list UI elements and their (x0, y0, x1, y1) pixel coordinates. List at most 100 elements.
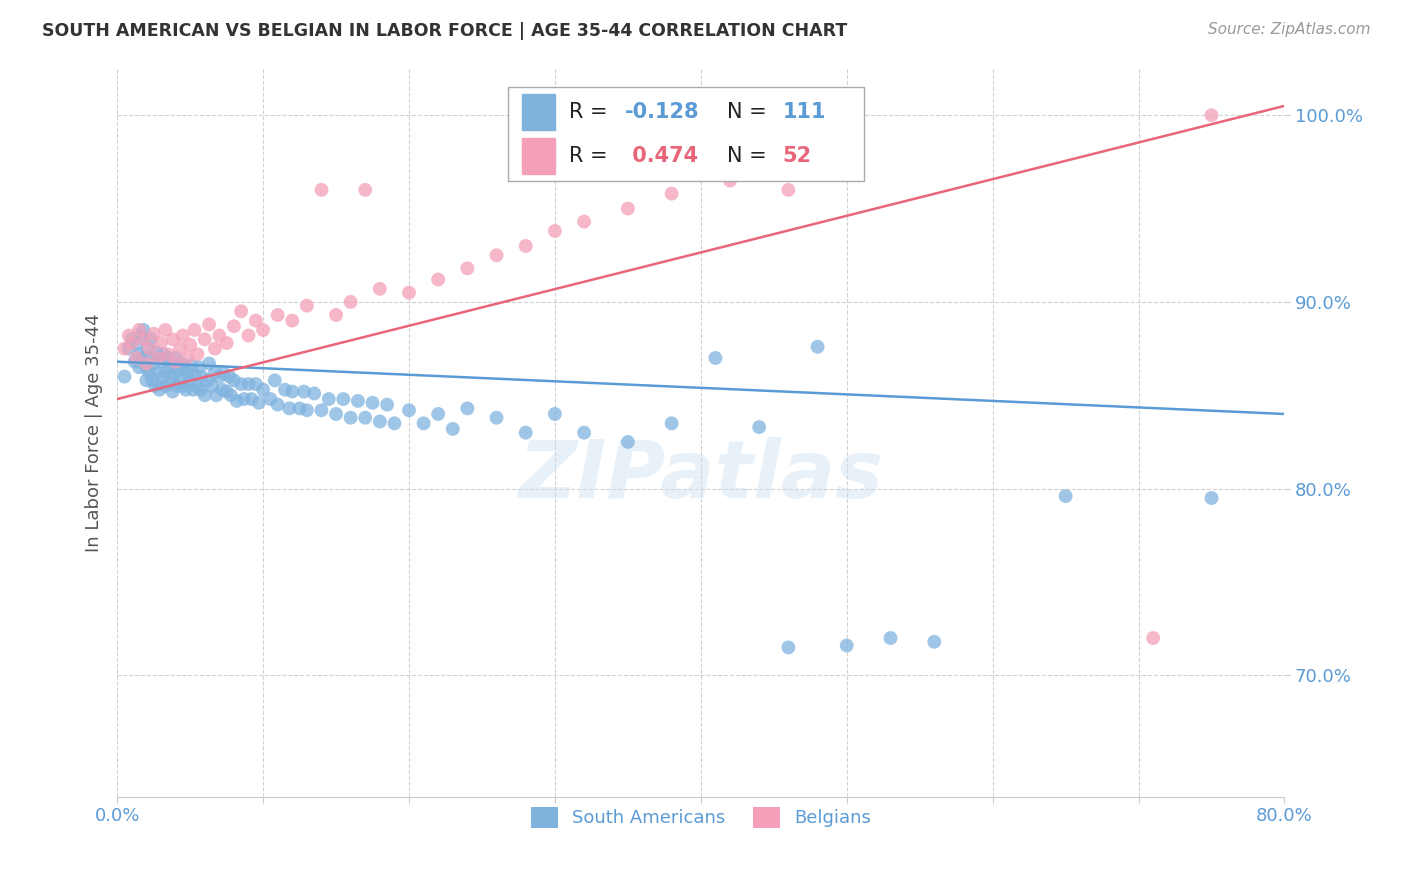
Point (132, 332, 155, 346)
Point (332, 392, 354, 406)
Point (155, 323, 177, 337)
Point (398, 285, 420, 300)
Point (748, 420, 770, 434)
Point (238, 328, 260, 343)
Point (215, 384, 238, 399)
Text: 0.474: 0.474 (624, 146, 697, 166)
Point (204, 342, 226, 356)
Point (198, 318, 221, 332)
Point (215, 336, 238, 351)
Text: Source: ZipAtlas.com: Source: ZipAtlas.com (1208, 22, 1371, 37)
Point (181, 383, 204, 397)
Point (347, 393, 370, 408)
Point (1201, 491, 1223, 505)
Point (259, 392, 281, 406)
Point (278, 401, 301, 416)
Point (186, 379, 208, 393)
Point (183, 368, 205, 382)
Point (114, 342, 136, 356)
Point (295, 403, 318, 417)
Point (135, 360, 157, 375)
Point (152, 369, 174, 384)
Point (155, 379, 177, 393)
Point (146, 366, 169, 380)
Point (136, 342, 159, 356)
Point (412, 417, 434, 431)
Point (132, 323, 155, 337)
Point (245, 313, 267, 327)
Point (456, 401, 478, 416)
Point (325, 407, 347, 421)
Point (121, 336, 143, 351)
Point (172, 328, 194, 343)
Point (146, 351, 169, 365)
Point (295, 299, 318, 313)
Point (456, 261, 478, 276)
Point (485, 248, 508, 262)
Point (187, 360, 209, 375)
Point (384, 417, 406, 431)
Point (661, 417, 683, 431)
Point (441, 422, 464, 436)
Point (142, 357, 165, 371)
Point (311, 183, 333, 197)
Point (118, 328, 141, 343)
Point (180, 359, 202, 373)
Point (159, 376, 181, 390)
Point (145, 345, 167, 359)
Text: R =: R = (569, 103, 614, 122)
FancyBboxPatch shape (508, 87, 865, 181)
Point (252, 323, 274, 337)
Point (311, 403, 333, 417)
Point (162, 332, 184, 346)
Point (222, 373, 245, 387)
Point (128, 347, 150, 361)
Text: ZIPatlas: ZIPatlas (519, 437, 883, 516)
Point (544, 407, 567, 421)
Point (572, 425, 595, 440)
Point (138, 342, 160, 356)
Point (166, 379, 188, 393)
Text: 52: 52 (783, 146, 811, 166)
Point (191, 369, 214, 384)
Point (247, 396, 270, 410)
Point (183, 323, 205, 337)
Point (661, 186, 683, 201)
Point (515, 239, 537, 253)
Point (201, 379, 224, 393)
Point (170, 357, 193, 371)
Point (354, 183, 377, 197)
Point (204, 366, 226, 380)
Point (339, 294, 361, 309)
Point (515, 425, 537, 440)
Text: N =: N = (727, 103, 773, 122)
Point (231, 377, 253, 392)
Point (179, 338, 201, 352)
Point (368, 414, 391, 428)
Point (427, 272, 450, 286)
Point (163, 368, 186, 382)
Point (361, 396, 384, 410)
Point (267, 398, 290, 412)
Point (124, 354, 146, 368)
Point (156, 364, 179, 378)
Text: 111: 111 (783, 103, 827, 122)
Point (572, 214, 595, 228)
Text: N =: N = (727, 146, 773, 166)
Point (142, 326, 165, 341)
Point (125, 351, 148, 365)
Point (263, 373, 285, 387)
Point (778, 640, 800, 655)
Y-axis label: In Labor Force | Age 35-44: In Labor Force | Age 35-44 (86, 313, 103, 552)
Point (375, 398, 398, 412)
Text: R =: R = (569, 146, 614, 166)
Point (1201, 108, 1223, 122)
Point (143, 379, 166, 393)
Point (427, 407, 450, 421)
Point (165, 351, 187, 365)
Point (141, 373, 163, 387)
Point (153, 347, 176, 361)
Point (1054, 489, 1077, 503)
Point (339, 410, 361, 425)
Point (252, 383, 274, 397)
